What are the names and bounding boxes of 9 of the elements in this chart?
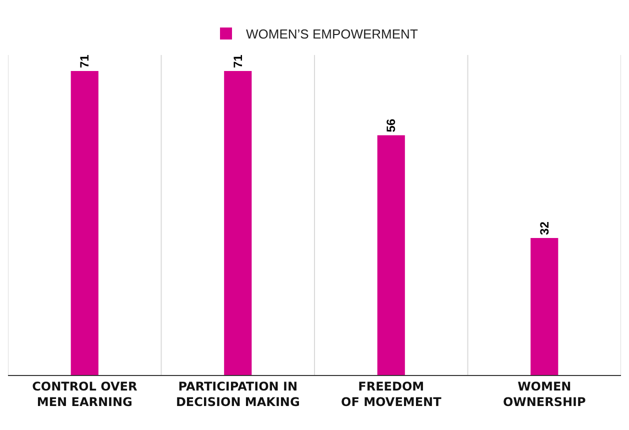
x-tick-label: FREEDOM OF MOVEMENT	[341, 379, 442, 409]
data-label: 71	[230, 54, 245, 68]
legend-label: WOMEN’S EMPOWERMENT	[246, 26, 418, 42]
x-tick-label: WOMEN OWNERSHIP	[502, 379, 586, 409]
x-tick-label: PARTICIPATION IN DECISION MAKING	[176, 379, 300, 409]
data-label: 32	[537, 221, 552, 235]
data-label: 56	[384, 118, 398, 132]
x-tick-label: CONTROL OVER MEN EARNING	[32, 379, 138, 409]
data-label: 71	[78, 54, 92, 68]
